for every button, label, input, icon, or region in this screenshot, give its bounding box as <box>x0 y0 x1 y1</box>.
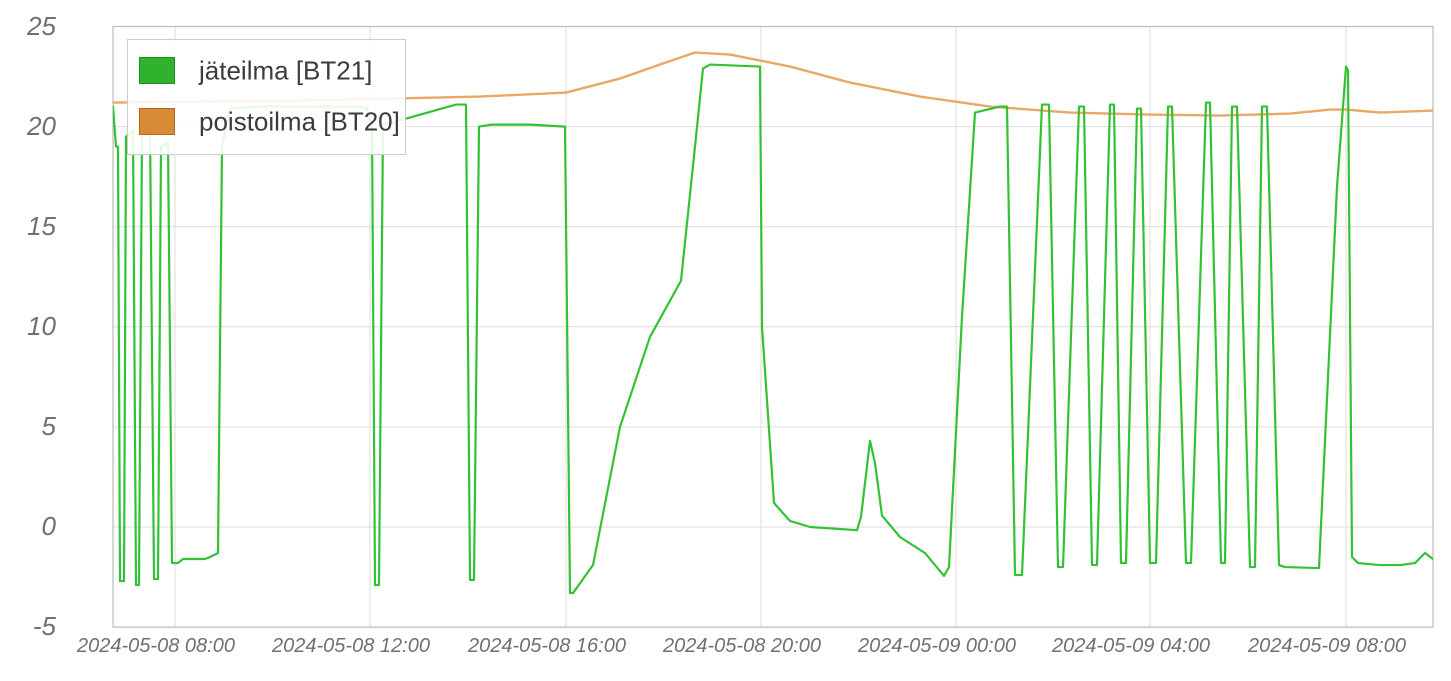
svg-text:25: 25 <box>26 11 56 41</box>
svg-text:2024-05-08 12:00: 2024-05-08 12:00 <box>271 635 430 657</box>
svg-text:0: 0 <box>42 511 57 541</box>
svg-text:2024-05-08 20:00: 2024-05-08 20:00 <box>662 635 821 657</box>
svg-text:15: 15 <box>27 211 56 241</box>
svg-text:2024-05-09 00:00: 2024-05-09 00:00 <box>857 635 1016 657</box>
svg-text:-5: -5 <box>33 611 57 641</box>
svg-text:5: 5 <box>42 411 57 441</box>
svg-text:10: 10 <box>27 311 56 341</box>
svg-text:2024-05-08 08:00: 2024-05-08 08:00 <box>76 635 235 657</box>
svg-text:20: 20 <box>26 111 56 141</box>
svg-text:2024-05-08 16:00: 2024-05-08 16:00 <box>467 635 626 657</box>
svg-text:2024-05-09 04:00: 2024-05-09 04:00 <box>1051 635 1210 657</box>
svg-text:2024-05-09 08:00: 2024-05-09 08:00 <box>1247 635 1406 657</box>
